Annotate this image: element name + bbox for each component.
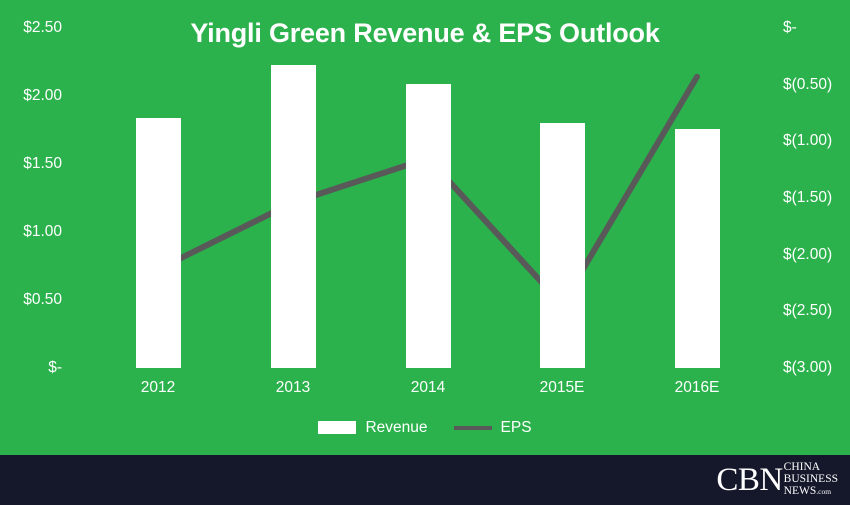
left-axis-tick: $0.50 xyxy=(23,291,62,308)
left-axis-tick: $1.00 xyxy=(23,223,62,240)
logo-cbn-text: CBN xyxy=(716,461,783,498)
left-axis-tick: $- xyxy=(48,359,62,376)
legend-line-swatch-icon xyxy=(453,425,492,430)
right-axis-tick: $(2.00) xyxy=(783,245,833,263)
chart-legend: Revenue EPS xyxy=(0,420,850,436)
revenue-bar xyxy=(405,83,451,368)
right-axis-tick: $(1.00) xyxy=(783,132,833,150)
right-axis-tick: $(1.50) xyxy=(783,189,833,206)
logo-line-news: NEWS.com xyxy=(783,484,838,498)
chart-canvas: Yingli Green Revenue & EPS Outlook $- $0.… xyxy=(0,0,850,455)
category-tick: 2013 xyxy=(275,379,311,396)
revenue-bar xyxy=(539,123,585,368)
right-axis-tick: $(2.50) xyxy=(783,302,833,320)
category-tick: 2014 xyxy=(410,379,446,396)
left-axis-tick: $2.50 xyxy=(23,19,62,36)
legend-bar-swatch-icon xyxy=(318,421,357,435)
right-axis-tick: $(0.50) xyxy=(783,75,833,93)
left-axis-tick: $2.00 xyxy=(23,87,62,104)
legend-item-revenue: Revenue xyxy=(318,419,428,436)
footer-bar: CBN CHINA BUSINESS NEWS.com xyxy=(0,455,850,505)
logo-line-business: BUSINESS xyxy=(783,473,838,486)
revenue-bar xyxy=(135,117,181,368)
category-tick: 2015E xyxy=(539,379,585,396)
revenue-bar xyxy=(674,128,720,368)
right-axis-tick: $- xyxy=(783,19,797,36)
logo-news-text: NEWS xyxy=(783,484,817,497)
left-axis-tick: $1.50 xyxy=(23,155,62,172)
logo-wordmark-stack: CHINA BUSINESS NEWS.com xyxy=(784,462,838,497)
chart-title: Yingli Green Revenue & EPS Outlook xyxy=(190,18,660,48)
revenue-bar xyxy=(270,64,316,368)
cbn-logo: CBN CHINA BUSINESS NEWS.com xyxy=(716,461,838,499)
right-axis-tick: $(3.00) xyxy=(783,359,833,376)
category-tick: 2012 xyxy=(140,379,176,396)
category-tick: 2016E xyxy=(674,379,720,396)
legend-label-eps: EPS xyxy=(500,419,532,436)
legend-label-revenue: Revenue xyxy=(365,419,428,436)
logo-line-china: CHINA xyxy=(783,461,821,474)
logo-dotcom-text: .com xyxy=(816,486,832,496)
legend-item-eps: EPS xyxy=(453,419,532,436)
